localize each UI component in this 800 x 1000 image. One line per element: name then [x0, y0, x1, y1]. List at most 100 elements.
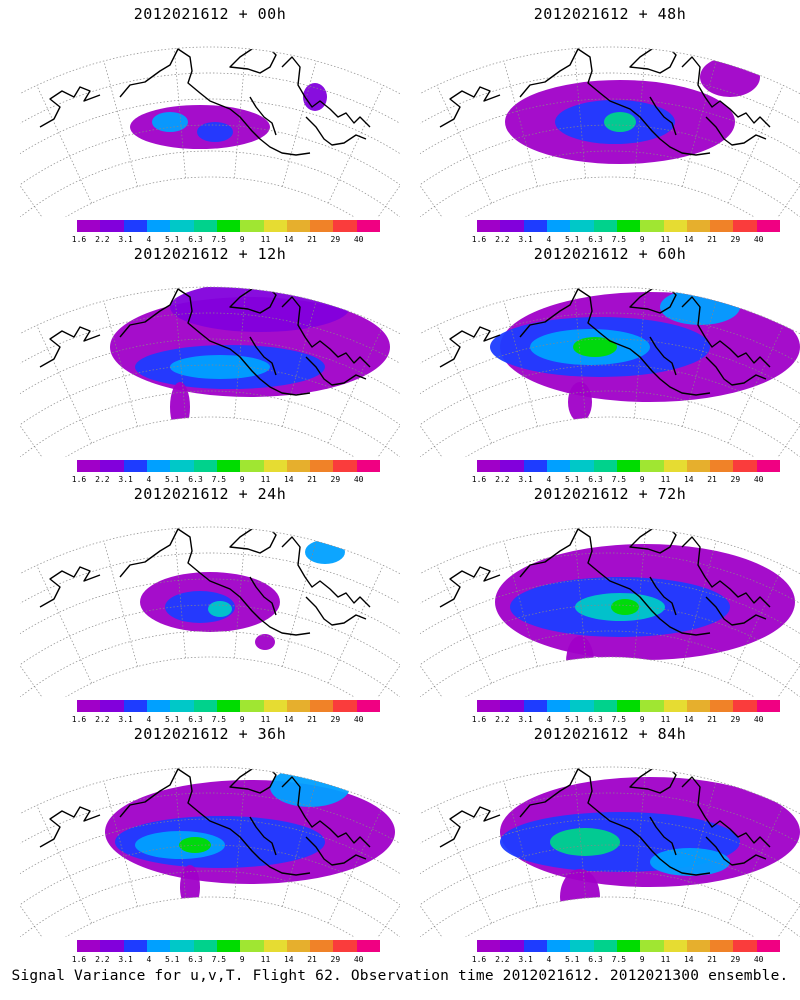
- colorbar-swatch: [100, 940, 124, 952]
- colorbar-label: 7.5: [611, 955, 627, 964]
- meridian-line: [573, 528, 586, 659]
- colorbar-labels: 1.6 2.2 3.1 4 5.1 6.3 7.5 9 11 14 21 29 40: [72, 715, 380, 725]
- colorbar-swatch: [77, 220, 101, 232]
- meridian-line: [370, 600, 400, 697]
- colorbar-swatch: [240, 700, 264, 712]
- map-panel: 2012021612 + 24h 1.6 2.2 3.1 4 5.1 6.3 7.5 9 11 14…: [20, 485, 400, 725]
- colorbar-label: 1.6: [71, 715, 87, 724]
- parallel-line: [420, 150, 800, 217]
- parallel-line: [420, 364, 800, 457]
- map-panel: 2012021612 + 84h 1.6 2.2 3.1 4 5.1 6.3 7.5 9 11 14…: [420, 725, 800, 965]
- colorbar-label: 5.1: [164, 475, 180, 484]
- colorbar-label: 3.1: [518, 715, 533, 724]
- coastline: [629, 47, 677, 74]
- colorbar-label: 7.5: [211, 715, 227, 724]
- colorbar-label: 5.1: [164, 955, 180, 964]
- colorbar-labels: 1.6 2.2 3.1 4 5.1 6.3 7.5 9 11 14 21 29 40: [472, 475, 780, 485]
- colorbar-swatch: [477, 220, 501, 232]
- parallel-line: [420, 604, 800, 697]
- colorbar-swatch: [733, 220, 757, 232]
- colorbar-label: 29: [330, 955, 341, 964]
- colorbar-swatch: [593, 940, 617, 952]
- variance-map: [20, 766, 400, 937]
- colorbar-label: 40: [353, 475, 364, 484]
- colorbar-label: 6.3: [588, 235, 603, 244]
- colorbar-swatch: [477, 700, 501, 712]
- colorbar-label: 5.1: [164, 235, 180, 244]
- colorbar-label: 40: [753, 955, 764, 964]
- colorbar-swatch: [123, 700, 147, 712]
- colorbar-label: 5.1: [564, 715, 580, 724]
- colorbar-swatch: [756, 940, 781, 952]
- variance-region: [566, 636, 594, 688]
- parallel-line: [420, 390, 800, 457]
- colorbar-label: 1.6: [71, 955, 87, 964]
- colorbar-swatch: [100, 220, 124, 232]
- colorbar-label: 1.6: [471, 475, 487, 484]
- colorbar-swatch: [193, 460, 217, 472]
- meridian-line: [103, 60, 138, 187]
- meridian-line: [436, 85, 492, 204]
- colorbar-label: 11: [660, 715, 671, 724]
- meridian-line: [634, 768, 647, 899]
- colorbar-swatch: [616, 700, 641, 712]
- colorbar-swatch: [733, 460, 757, 472]
- colorbar-swatch: [310, 460, 334, 472]
- coastline: [305, 836, 367, 866]
- coastline: [681, 296, 771, 368]
- coastline: [249, 336, 277, 376]
- variance-region: [604, 112, 636, 132]
- colorbar-label: 9: [239, 475, 245, 484]
- meridian-line: [503, 780, 538, 907]
- colorbar-swatch: [546, 220, 571, 232]
- meridian-line: [36, 325, 92, 444]
- colorbar-label: 7.5: [611, 475, 627, 484]
- coastline: [705, 356, 767, 386]
- colorbar-swatch: [286, 460, 311, 472]
- parallel-line: [20, 124, 400, 217]
- colorbar-swatch: [286, 940, 311, 952]
- colorbar-swatch: [263, 700, 287, 712]
- colorbar-swatch: [546, 940, 571, 952]
- colorbar-swatch: [356, 220, 381, 232]
- coastline: [519, 288, 711, 396]
- colorbar-label: 9: [239, 715, 245, 724]
- variance-region: [573, 337, 617, 357]
- colorbar-swatch: [240, 460, 264, 472]
- colorbar-swatch: [286, 700, 311, 712]
- colorbar-label: 6.3: [588, 475, 603, 484]
- colorbar-swatch: [546, 460, 571, 472]
- colorbar-label: 21: [707, 235, 717, 244]
- meridian-line: [282, 300, 317, 427]
- colorbar-label: 9: [639, 475, 645, 484]
- colorbar-label: 3.1: [518, 955, 533, 964]
- parallel-line: [420, 578, 800, 685]
- colorbar-swatch: [663, 940, 687, 952]
- colorbar-swatch: [523, 460, 547, 472]
- variance-region: [208, 601, 232, 617]
- colorbar-swatch: [710, 700, 734, 712]
- parallel-line: [420, 792, 800, 906]
- coastline: [519, 48, 711, 156]
- variance-map: [20, 46, 400, 217]
- parallel-line: [20, 630, 400, 697]
- colorbar-swatch: [570, 460, 594, 472]
- colorbar: [477, 700, 781, 712]
- colorbar-label: 6.3: [188, 715, 203, 724]
- colorbar-swatch: [663, 220, 687, 232]
- parallel-line: [20, 338, 400, 445]
- meridian-line: [173, 528, 186, 659]
- colorbar-swatch: [123, 940, 147, 952]
- parallel-line: [20, 792, 400, 906]
- map-panel: 2012021612 + 00h 1.6 2.2 3.1 4 5.1 6.3 7.5 9 11 14…: [20, 5, 400, 245]
- colorbar-label: 11: [260, 955, 271, 964]
- colorbar-swatch: [663, 700, 687, 712]
- colorbar-swatch: [356, 700, 381, 712]
- colorbar-label: 6.3: [588, 715, 603, 724]
- coastline: [705, 116, 767, 146]
- colorbar-label: 29: [730, 235, 741, 244]
- coastline: [119, 768, 311, 876]
- meridian-line: [728, 325, 784, 444]
- meridian-line: [420, 360, 450, 457]
- colorbar-label: 7.5: [211, 955, 227, 964]
